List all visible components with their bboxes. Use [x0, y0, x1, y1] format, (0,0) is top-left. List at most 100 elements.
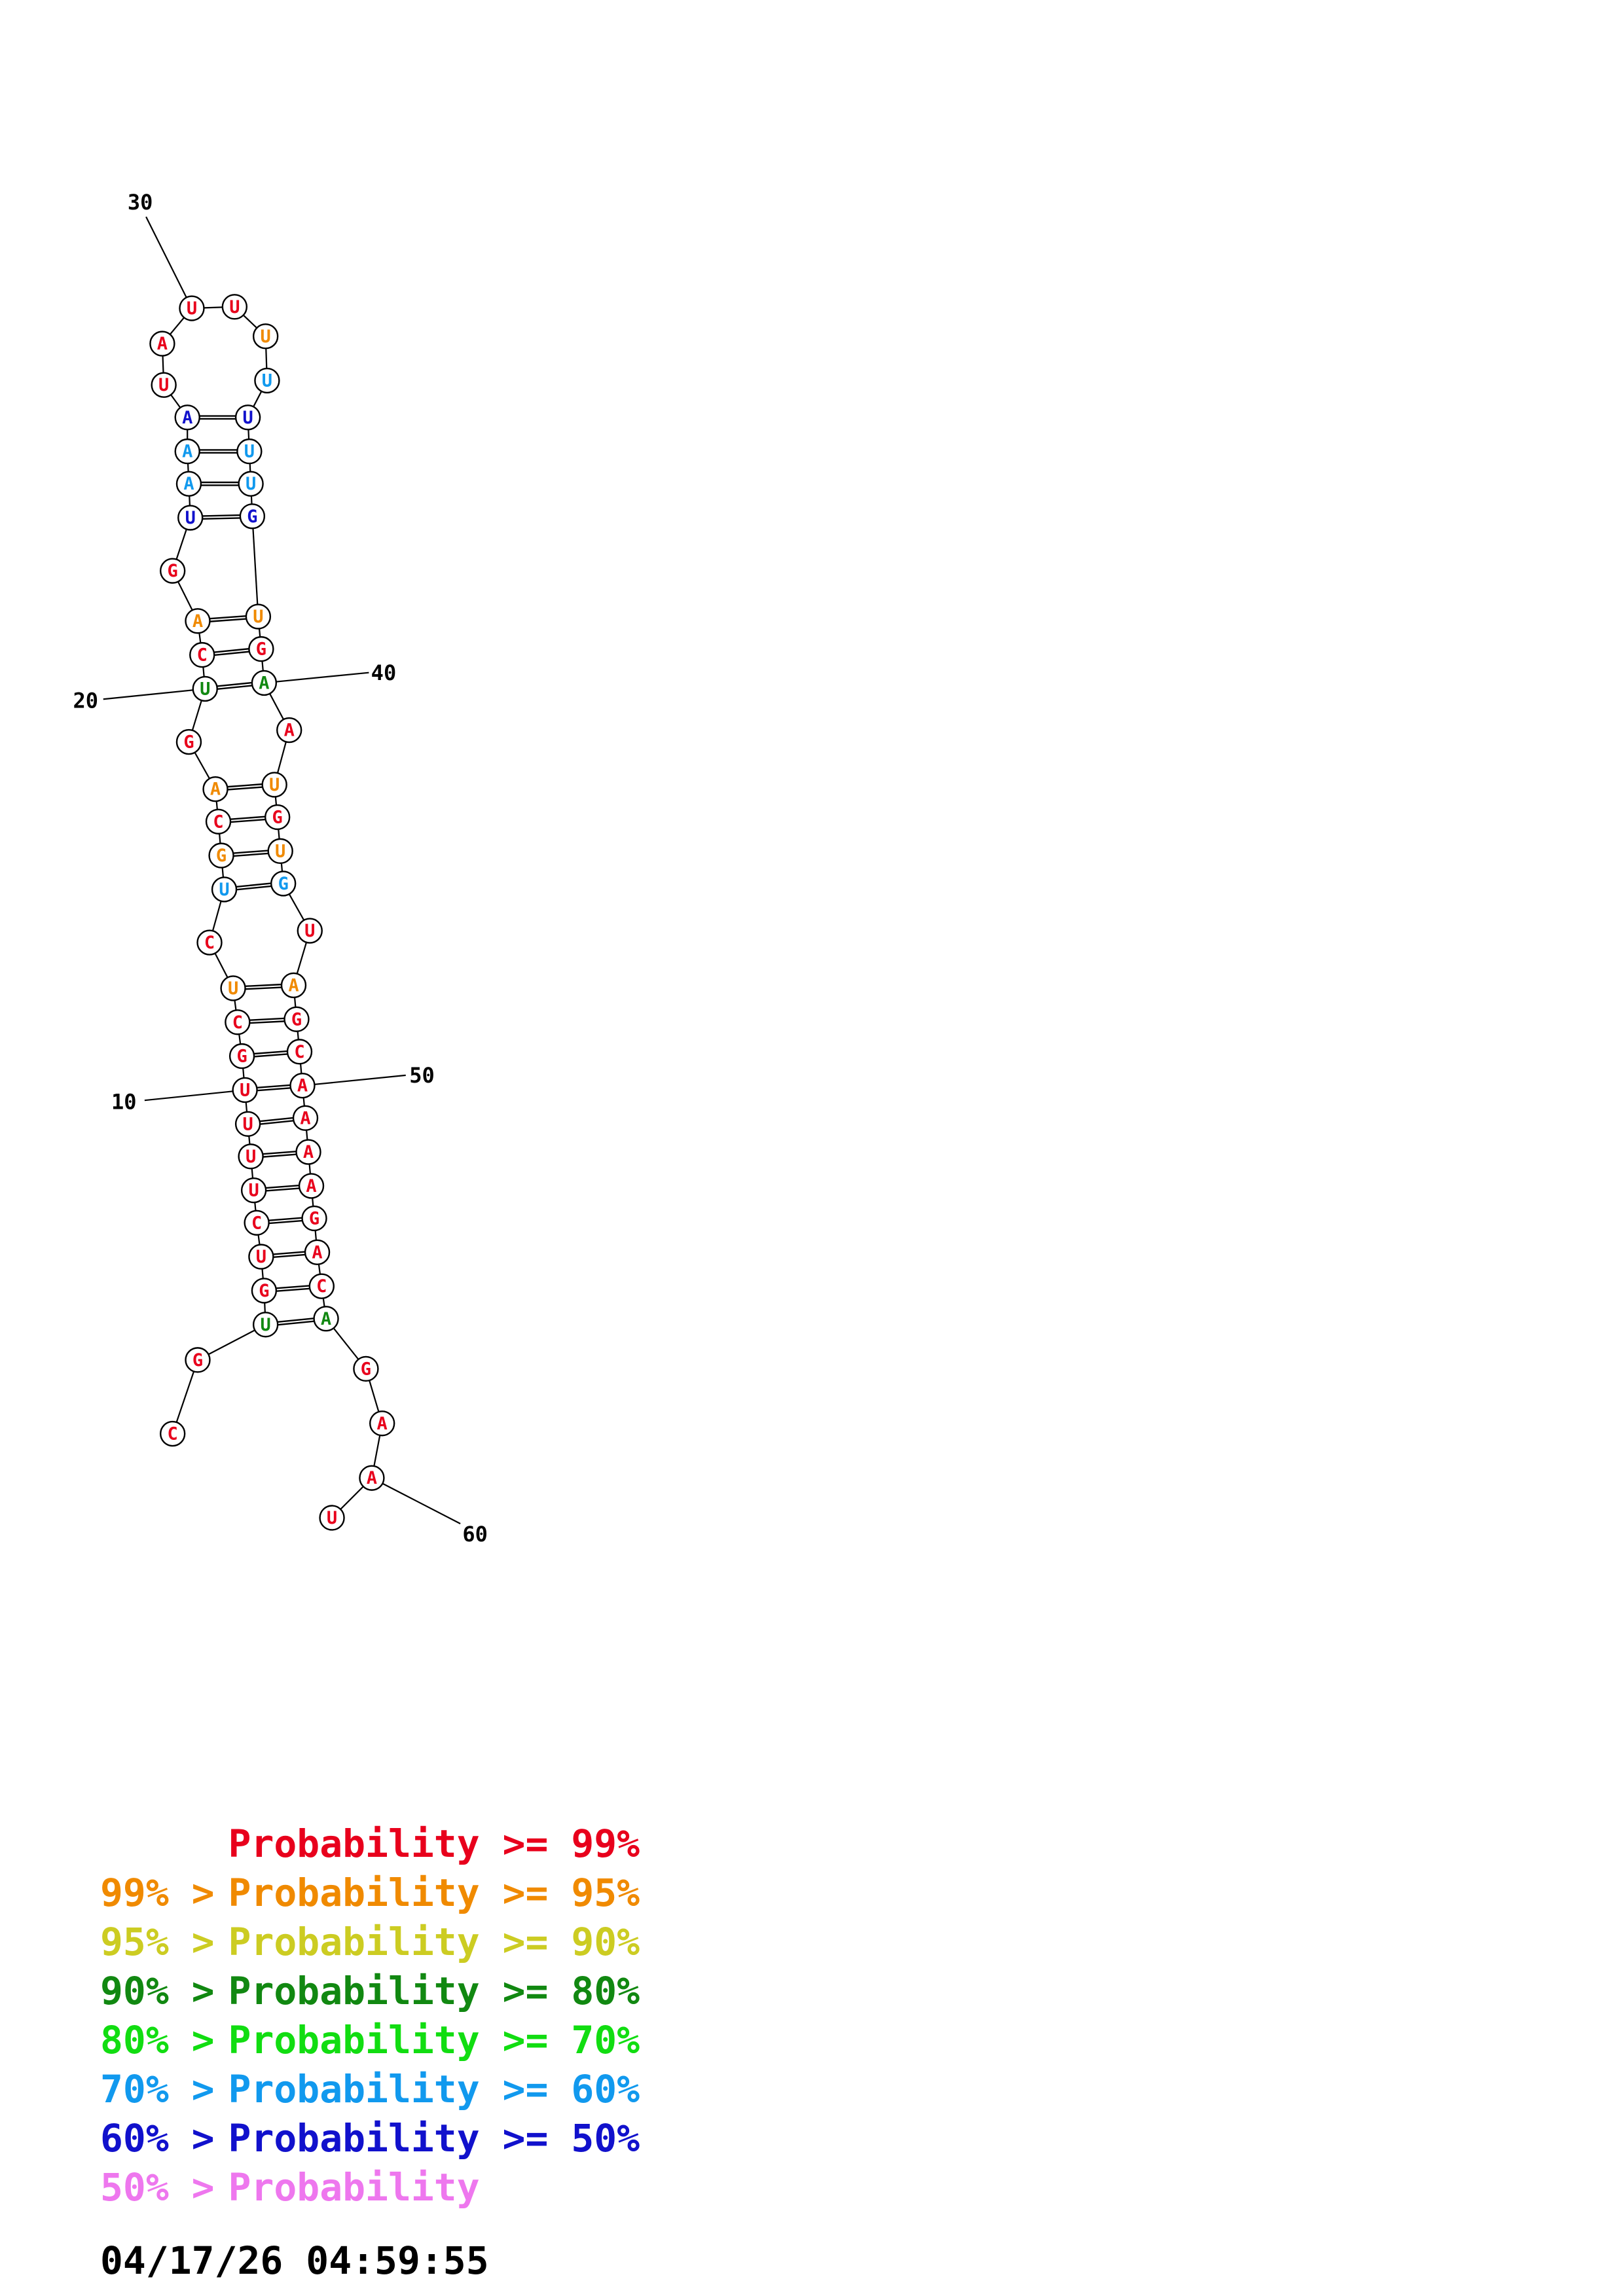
nucleotide-57: A [313, 1306, 339, 1332]
base-pair-3-57 [277, 1318, 314, 1326]
nucleotide-circle [174, 404, 200, 431]
nucleotide-letter: C [232, 1013, 243, 1033]
nucleotide-55: A [304, 1239, 331, 1266]
index-label-10: 10 [111, 1090, 137, 1115]
nucleotide-circle [244, 1210, 270, 1236]
base-pair-9-51 [259, 1117, 294, 1125]
nucleotide-letter: A [377, 1414, 388, 1434]
nucleotide-30: U [179, 295, 205, 321]
timestamp: 04/17/26 04:59:55 [100, 2238, 489, 2283]
backbone-segment [251, 516, 259, 617]
nucleotide-letter: U [246, 474, 256, 494]
nucleotide-2: G [185, 1347, 211, 1373]
nucleotide-12: C [225, 1009, 251, 1035]
nucleotide-letter: A [182, 408, 192, 428]
nucleotide-letter: U [253, 607, 263, 627]
nucleotide-letter: G [236, 1047, 247, 1067]
nucleotide-circle [280, 972, 307, 999]
nucleotide-circle [295, 1139, 321, 1165]
nucleotide-40: A [251, 670, 278, 696]
nucleotide-letter: A [367, 1468, 377, 1488]
nucleotide-circle [276, 717, 302, 744]
legend-prefix: 99% > [100, 1871, 215, 1915]
nucleotide-circle [353, 1355, 379, 1382]
legend-suffix: >= 99% [479, 1821, 640, 1866]
nucleotide-letter: U [242, 408, 253, 428]
nucleotide-letter: G [247, 507, 257, 527]
nucleotide-circle [174, 438, 200, 465]
nucleotide-letter: A [183, 474, 194, 494]
nucleotide-circle [234, 1111, 261, 1137]
base-pair-26-35 [199, 449, 238, 454]
nucleotide-34: U [234, 404, 261, 431]
nucleotide-29: A [149, 331, 175, 357]
nucleotide-letter: U [242, 1114, 253, 1134]
nucleotide-49: C [286, 1039, 313, 1065]
nucleotide-42: U [261, 772, 287, 798]
nucleotide-circle [185, 608, 211, 634]
nucleotide-circle [238, 471, 264, 497]
nucleotide-circle [359, 1465, 385, 1491]
nucleotide-letter: C [213, 812, 223, 832]
nucleotide-letter: U [158, 375, 169, 395]
index-tick-30 [145, 216, 192, 309]
legend-prefix: 80% > [100, 2018, 215, 2062]
base-pair-5-55 [273, 1251, 306, 1259]
index-label-20: 20 [73, 689, 98, 713]
nucleotide-circle [175, 728, 202, 755]
legend-row: 70% > Probability >= 60% [100, 2065, 640, 2114]
index-tick-40 [264, 672, 369, 684]
nucleotide-letter: U [261, 1315, 271, 1335]
nucleotide-circle [292, 1105, 319, 1131]
nucleotide-letter: U [219, 880, 229, 900]
nucleotide-circle [252, 323, 279, 350]
base-pair-11-49 [253, 1050, 288, 1058]
base-pair-13-47 [245, 983, 282, 990]
nucleotide-circle [225, 1009, 251, 1035]
base-pair-22-38 [210, 615, 247, 622]
nucleotide-letter: U [262, 370, 272, 391]
nucleotide-circle [313, 1306, 339, 1332]
nucleotide-letter: G [183, 732, 194, 753]
nucleotide-circle [189, 641, 215, 668]
nucleotide-4: G [251, 1278, 278, 1304]
legend-row: 80% > Probability >= 70% [100, 2016, 640, 2065]
legend-prefix: 90% > [100, 1969, 215, 2013]
nucleotide-circle [248, 636, 274, 662]
nucleotide-circle [298, 1173, 325, 1199]
nucleotide-46: U [297, 918, 323, 944]
legend-label: Probability [228, 2018, 480, 2062]
index-tick-50 [302, 1074, 406, 1086]
nucleotide-letter: G [291, 1009, 302, 1030]
nucleotide-circle [175, 471, 202, 497]
nucleotide-58: G [353, 1355, 379, 1382]
nucleotide-letter: G [192, 1350, 203, 1371]
base-pair-6-54 [268, 1217, 302, 1225]
nucleotide-letter: U [248, 1181, 259, 1201]
nucleotide-letter: A [157, 334, 168, 354]
nucleotide-circle [232, 1077, 258, 1103]
index-label-60: 60 [462, 1522, 488, 1547]
nucleotide-letter: C [204, 933, 215, 953]
legend-label: Probability [228, 2165, 480, 2210]
nucleotide-letter: U [200, 679, 210, 699]
nucleotide-7: U [240, 1177, 267, 1204]
nucleotide-23: G [159, 558, 186, 584]
nucleotide-letter: A [210, 780, 221, 800]
index-label-50: 50 [409, 1063, 435, 1088]
legend-row: 60% > Probability >= 50% [100, 2114, 640, 2163]
nucleotide-circle [308, 1273, 335, 1299]
nucleotide-letter: A [182, 442, 192, 462]
nucleotide-letter: A [259, 673, 269, 693]
nucleotide-circle [211, 876, 238, 903]
nucleotide-circle [251, 670, 278, 696]
nucleotide-letter: U [229, 297, 240, 317]
nucleotide-circle [202, 776, 228, 802]
legend-label: Probability [228, 2067, 480, 2111]
index-tick-60 [371, 1477, 461, 1524]
nucleotide-letter: C [251, 1213, 262, 1233]
base-pair-15-45 [236, 882, 272, 891]
nucleotide-circle [252, 1312, 279, 1338]
